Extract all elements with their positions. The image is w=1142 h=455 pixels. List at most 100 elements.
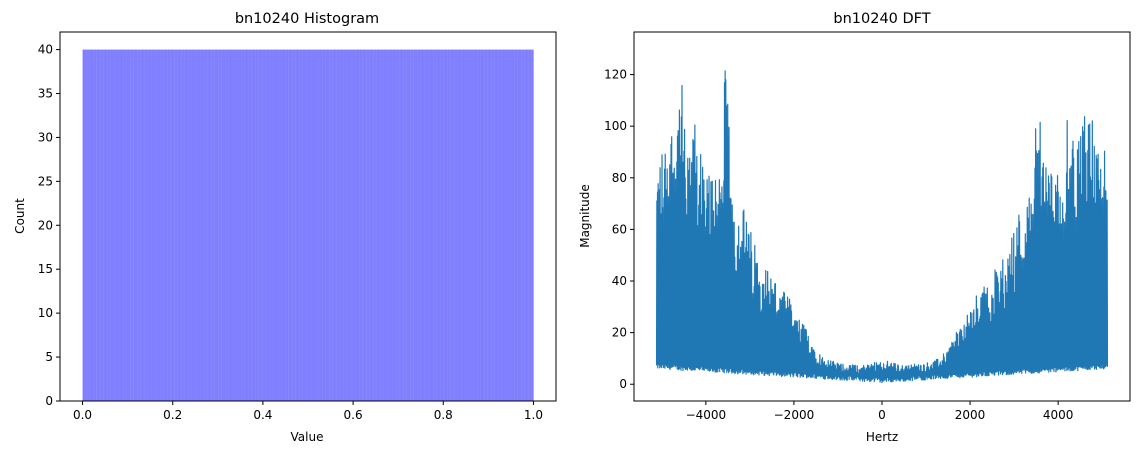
histogram-bar — [396, 49, 399, 401]
histogram-bar — [397, 49, 400, 401]
histogram-bar — [485, 49, 488, 401]
histogram-axes-frame — [59, 31, 557, 402]
histogram-bar — [526, 49, 529, 401]
histogram-bar — [478, 49, 481, 401]
dft-title: bn10240 DFT — [833, 11, 930, 27]
histogram-bar — [325, 49, 328, 401]
histogram-bar — [489, 49, 492, 401]
histogram-bar — [501, 49, 504, 401]
histogram-x-tick-label: 0.4 — [253, 408, 272, 422]
histogram-bar — [237, 49, 240, 401]
histogram-bar — [249, 49, 252, 401]
histogram-bar — [86, 49, 89, 401]
histogram-bar — [431, 49, 434, 401]
histogram-bar — [154, 49, 157, 401]
histogram-bar — [418, 49, 421, 401]
histogram-bar — [283, 49, 286, 401]
histogram-bar — [491, 49, 494, 401]
histogram-x-tick-label: 0.8 — [434, 408, 453, 422]
dft-plot-area — [655, 70, 1109, 384]
histogram-bar — [197, 49, 199, 401]
histogram-bar — [223, 49, 226, 401]
dft-y-tick-label: 100 — [604, 119, 627, 133]
histogram-bar — [514, 49, 517, 401]
histogram-bar — [172, 49, 175, 401]
histogram-bar — [299, 49, 302, 401]
histogram-x-axis-label: Value — [291, 430, 324, 444]
dft-x-tick-label: −2000 — [774, 408, 815, 422]
histogram-bar — [315, 49, 318, 401]
histogram-bar — [471, 49, 474, 401]
histogram-bar — [267, 49, 270, 401]
histogram-bar — [225, 49, 228, 401]
histogram-bar — [494, 49, 497, 401]
histogram-y-tick-label: 20 — [38, 218, 53, 232]
dft-y-tick-label: 60 — [612, 222, 627, 236]
histogram-bar — [124, 49, 127, 401]
histogram-bar — [399, 49, 402, 401]
histogram-bar — [226, 49, 229, 401]
histogram-bar — [309, 49, 312, 401]
histogram-plot-area — [82, 49, 534, 401]
histogram-bar — [387, 49, 390, 401]
histogram-bar — [126, 49, 129, 401]
histogram-bar — [422, 49, 425, 401]
histogram-bar — [459, 49, 462, 401]
histogram-bar — [499, 49, 502, 401]
dft-y-tick-label: 40 — [612, 274, 627, 288]
histogram-bar — [332, 49, 335, 401]
histogram-bar — [82, 49, 85, 401]
histogram-bar — [415, 49, 418, 401]
histogram-bar — [133, 49, 136, 401]
histogram-bar — [140, 49, 143, 401]
histogram-bar — [410, 49, 413, 401]
histogram-bar — [475, 49, 478, 401]
histogram-y-tick-label: 25 — [38, 174, 53, 188]
histogram-bar — [378, 49, 381, 401]
histogram-bar — [327, 49, 330, 401]
histogram-bar — [234, 49, 236, 401]
histogram-bar — [181, 49, 184, 401]
histogram-bar — [248, 49, 251, 401]
histogram-bar — [207, 49, 210, 401]
histogram-bar — [433, 49, 436, 401]
histogram-bar — [281, 49, 284, 401]
histogram-bar — [300, 49, 303, 401]
dft-x-tick-label: −4000 — [686, 408, 727, 422]
histogram-bar — [263, 49, 266, 401]
histogram-bar — [306, 49, 309, 401]
histogram-bar — [413, 49, 416, 401]
histogram-bar — [278, 49, 281, 401]
histogram-bar — [297, 49, 300, 401]
histogram-bar — [510, 49, 513, 401]
histogram-bar — [487, 49, 490, 401]
histogram-bar — [308, 49, 310, 401]
histogram-bar — [195, 49, 198, 401]
histogram-bar — [320, 49, 323, 401]
histogram-bar — [276, 49, 279, 401]
dft-x-axis-label: Hertz — [866, 430, 898, 444]
histogram-bar — [470, 49, 473, 401]
histogram-bar — [108, 49, 111, 401]
histogram-bar — [334, 49, 337, 401]
histogram-bar — [239, 49, 242, 401]
histogram-bar — [420, 49, 423, 401]
histogram-bar — [436, 49, 439, 401]
dft-y-tick-label: 120 — [604, 68, 627, 82]
histogram-bar — [153, 49, 155, 401]
histogram-y-tick-label: 10 — [38, 306, 53, 320]
histogram-bar — [253, 49, 256, 401]
histogram-bar — [119, 49, 122, 401]
dft-series-line — [655, 70, 1109, 384]
histogram-bar — [492, 49, 495, 401]
histogram-bar — [367, 49, 370, 401]
histogram-bar — [455, 49, 458, 401]
dft-y-tick-label: 80 — [612, 171, 627, 185]
histogram-bar — [337, 49, 340, 401]
histogram-bar — [450, 49, 453, 401]
histogram-bar — [200, 49, 203, 401]
histogram-bar — [84, 49, 87, 401]
histogram-bar — [496, 49, 499, 401]
histogram-bar — [508, 49, 511, 401]
histogram-bar — [96, 49, 99, 401]
